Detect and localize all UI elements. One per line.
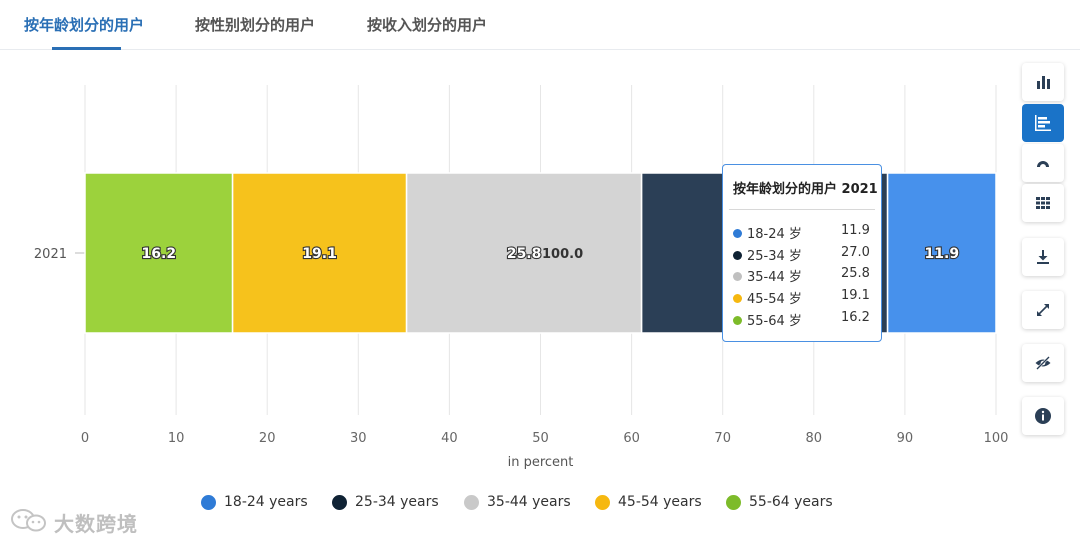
data-label: 25.8 [507,246,542,262]
tooltip-label: 35-44 岁 [747,270,802,285]
legend-label: 18-24 years [224,494,308,510]
fullscreen-icon [1037,304,1049,316]
legend-label: 45-54 years [618,494,702,510]
active-tab-indicator [52,47,121,50]
tab-users-by-income[interactable]: 按收入划分的用户 [367,16,488,34]
tooltip-label: 25-34 岁 [747,249,802,264]
legend-dot [332,495,347,510]
tooltip-dot-55-64 [733,316,742,325]
x-tick-label: 20 [259,431,276,446]
x-tick-label: 90 [897,431,914,446]
legend-dot [595,495,610,510]
info-icon [1035,408,1051,424]
info-button[interactable] [1022,397,1064,435]
category-label: 2021 [34,247,67,262]
legend-label: 25-34 years [355,494,439,510]
tab-users-by-age[interactable]: 按年龄划分的用户 [24,16,145,34]
tooltip-row: 55-64 岁 16.2 [733,310,881,330]
tooltip-row: 45-54 岁 19.1 [733,288,881,308]
hide-icon [1035,356,1051,370]
tooltip-title: 按年龄划分的用户 2021 [733,182,878,197]
table-view-button[interactable] [1022,184,1064,222]
x-tick-label: 50 [532,431,549,446]
legend-dot [464,495,479,510]
tooltip-dot-18-24 [733,229,742,238]
legend-label: 55-64 years [749,494,833,510]
chart-tooltip: 按年龄划分的用户 2021 18-24 岁 11.9 25-34 岁 27.0 … [722,164,882,342]
tooltip-label: 55-64 岁 [747,314,802,329]
hide-button[interactable] [1022,344,1064,382]
watermark: 大数跨境 [8,505,137,536]
download-icon [1037,250,1049,264]
x-tick-label: 30 [350,431,367,446]
tooltip-row: 35-44 岁 25.8 [733,266,881,286]
semicircle-chart-button[interactable] [1022,144,1064,182]
download-button[interactable] [1022,238,1064,276]
tooltip-value: 11.9 [841,223,870,238]
bar-chart-icon [1035,115,1051,131]
column-chart-button[interactable] [1022,63,1064,101]
x-tick-label: 100 [984,431,1009,446]
x-tick-label: 10 [168,431,185,446]
tab-users-by-gender[interactable]: 按性别划分的用户 [195,16,316,34]
table-icon [1036,197,1050,209]
stack-total-label: 100.0 [542,247,583,262]
bar-segment [405,172,643,334]
x-tick-label: 40 [441,431,458,446]
bar-segment [84,172,234,334]
data-label: 19.1 [302,246,337,262]
bar-chart-button[interactable] [1022,104,1064,142]
x-tick-label: 60 [623,431,640,446]
tooltip-row: 25-34 岁 27.0 [733,245,881,265]
tooltip-dot-25-34 [733,251,742,260]
tooltip-dot-35-44 [733,272,742,281]
legend-dot [726,495,741,510]
tooltip-value: 25.8 [841,266,870,281]
tooltip-value: 16.2 [841,310,870,325]
bar-segment [886,172,997,334]
data-label: 16.2 [142,246,177,262]
tooltip-value: 19.1 [841,288,870,303]
tooltip-label: 18-24 岁 [747,227,802,242]
tooltip-label: 45-54 岁 [747,292,802,307]
fullscreen-button[interactable] [1022,291,1064,329]
x-tick-label: 70 [714,431,731,446]
legend-label: 35-44 years [487,494,571,510]
x-axis-title: in percent [508,455,574,470]
tooltip-divider [729,209,875,210]
tooltip-value: 27.0 [841,245,870,260]
x-tick-label: 0 [81,431,89,446]
semicircle-chart-icon [1037,161,1049,167]
tooltip-row: 18-24 岁 11.9 [733,223,881,243]
data-label: 11.9 [925,246,960,262]
watermark-text: 大数跨境 [54,512,138,536]
wechat-logo-icon [11,509,46,532]
tooltip-dot-45-54 [733,294,742,303]
column-chart-icon [1037,76,1050,89]
legend-dot [201,495,216,510]
tab-bar: 按年龄划分的用户 按性别划分的用户 按收入划分的用户 [0,0,1080,50]
x-tick-label: 80 [806,431,823,446]
